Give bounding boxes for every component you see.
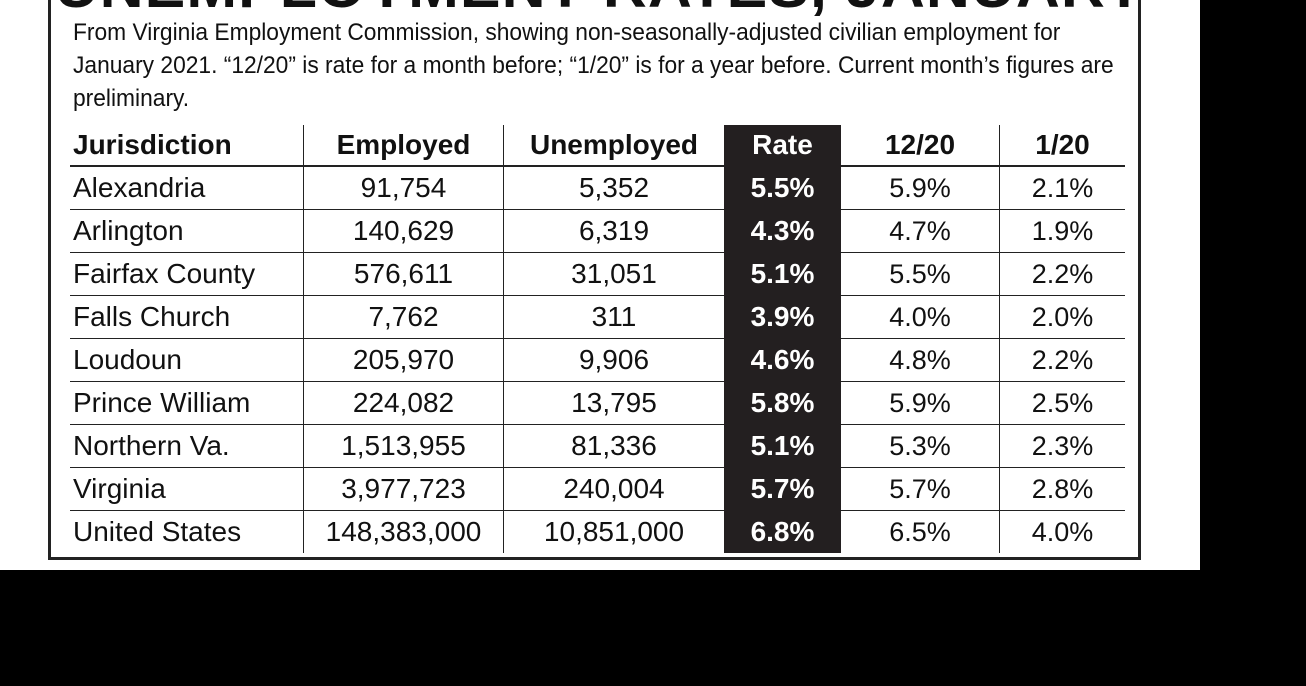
unemployment-table: Jurisdiction Employed Unemployed Rate 12/20 1… <box>70 125 1125 553</box>
cell-rate-1-20: 2.0% <box>999 295 1125 339</box>
cell-rate-12-20: 5.9% <box>841 381 1000 425</box>
cell-rate: 5.1% <box>724 424 841 468</box>
table-row: Northern Va. 1,513,955 81,336 5.1% 5.3% 2.3% <box>70 424 1125 468</box>
table-row: Falls Church 7,762 311 3.9% 4.0% 2.0% <box>70 295 1125 339</box>
cell-jurisdiction: Fairfax County <box>70 252 304 296</box>
cell-rate-1-20: 1.9% <box>999 209 1125 253</box>
cell-rate-1-20: 2.2% <box>999 338 1125 382</box>
title: UNEMPLOYMENT RATES, JANUARY <box>0 0 1200 21</box>
cell-jurisdiction: Virginia <box>70 467 304 511</box>
cell-rate-12-20: 4.8% <box>841 338 1000 382</box>
cell-rate-1-20: 2.3% <box>999 424 1125 468</box>
header-unemployed: Unemployed <box>503 125 724 167</box>
cell-rate-12-20: 4.7% <box>841 209 1000 253</box>
cell-jurisdiction: Prince William <box>70 381 304 425</box>
cell-unemployed: 13,795 <box>503 381 724 425</box>
cell-employed: 7,762 <box>303 295 504 339</box>
table-row: Virginia 3,977,723 240,004 5.7% 5.7% 2.8% <box>70 467 1125 511</box>
cell-employed: 205,970 <box>303 338 504 382</box>
cell-unemployed: 311 <box>503 295 724 339</box>
cell-jurisdiction: Northern Va. <box>70 424 304 468</box>
cell-rate: 5.7% <box>724 467 841 511</box>
cell-rate-12-20: 5.9% <box>841 166 1000 210</box>
intro-text: From Virginia Employment Commission, sho… <box>73 19 1114 112</box>
header-rate-12-20: 12/20 <box>841 125 1000 167</box>
table-row: Prince William 224,082 13,795 5.8% 5.9% 2.5% <box>70 381 1125 425</box>
table-row: Fairfax County 576,611 31,051 5.1% 5.5% 2.2% <box>70 252 1125 296</box>
cell-jurisdiction: Alexandria <box>70 166 304 210</box>
cell-rate-1-20: 4.0% <box>999 510 1125 553</box>
table-row: Arlington 140,629 6,319 4.3% 4.7% 1.9% <box>70 209 1125 253</box>
cell-employed: 140,629 <box>303 209 504 253</box>
cell-rate: 6.8% <box>724 510 841 553</box>
cell-jurisdiction: United States <box>73 516 242 547</box>
table-row: Alexandria 91,754 5,352 5.5% 5.9% 2.1% <box>70 166 1125 210</box>
cell-unemployed: 5,352 <box>503 166 724 210</box>
cell-employed: 224,082 <box>303 381 504 425</box>
cell-rate-1-20: 2.5% <box>999 381 1125 425</box>
cell-employed: 1,513,955 <box>303 424 504 468</box>
cell-rate-12-20: 5.5% <box>841 252 1000 296</box>
graphic: UNEMPLOYMENT RATES, JANUARY From Virgini… <box>0 0 1200 570</box>
cell-jurisdiction: Arlington <box>70 209 304 253</box>
cell-rate-1-20: 2.1% <box>999 166 1125 210</box>
cell-unemployed: 240,004 <box>503 467 724 511</box>
cell-rate-12-20: 6.5% <box>889 516 951 547</box>
cell-unemployed: 6,319 <box>503 209 724 253</box>
cell-unemployed: 31,051 <box>503 252 724 296</box>
header-jurisdiction: Jurisdiction <box>70 125 304 167</box>
table-row: Loudoun 205,970 9,906 4.6% 4.8% 2.2% <box>70 338 1125 382</box>
cell-unemployed: 10,851,000 <box>503 510 724 553</box>
cell-unemployed: 9,906 <box>503 338 724 382</box>
cell-rate-12-20: 4.0% <box>841 295 1000 339</box>
cell-rate-12-20: 5.3% <box>841 424 1000 468</box>
header-row: Jurisdiction Employed Unemployed Rate 12/20 1… <box>70 125 1125 167</box>
cell-rate-1-20: 2.8% <box>999 467 1125 511</box>
cell-jurisdiction: Falls Church <box>70 295 304 339</box>
cell-rate-12-20: 5.7% <box>841 467 1000 511</box>
cell-employed: 148,383,000 <box>303 510 504 553</box>
cell-rate: 5.5% <box>724 166 841 210</box>
cell-employed: 91,754 <box>303 166 504 210</box>
cell-employed: 576,611 <box>303 252 504 296</box>
header-rate: Rate <box>724 125 841 167</box>
header-rate-1-20: 1/20 <box>999 125 1125 167</box>
cell-rate-1-20: 2.2% <box>999 252 1125 296</box>
cell-employed: 3,977,723 <box>303 467 504 511</box>
header-employed: Employed <box>303 125 504 167</box>
cell-rate: 5.8% <box>724 381 841 425</box>
cell-rate: 4.6% <box>724 338 841 382</box>
cell-unemployed: 81,336 <box>503 424 724 468</box>
cell-rate: 3.9% <box>724 295 841 339</box>
frame <box>48 0 1141 560</box>
table-row: United States 148,383,000 10,851,000 6.8% 6.… <box>70 510 1125 553</box>
cell-jurisdiction: Loudoun <box>70 338 304 382</box>
cell-rate: 4.3% <box>724 209 841 253</box>
cell-rate: 5.1% <box>724 252 841 296</box>
